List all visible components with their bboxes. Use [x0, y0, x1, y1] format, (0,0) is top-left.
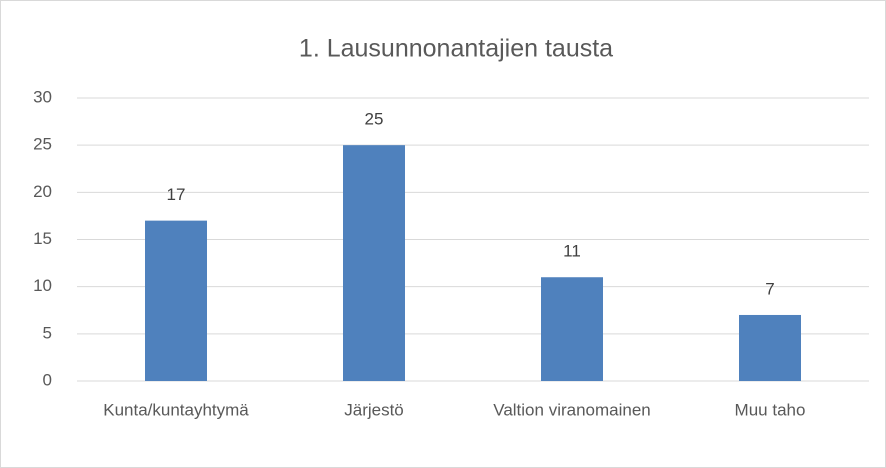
y-tick-label: 30 [33, 87, 52, 106]
y-tick-label: 20 [33, 182, 52, 201]
y-tick-label: 5 [43, 323, 52, 342]
bar [541, 277, 603, 381]
data-label: 7 [765, 279, 774, 298]
y-tick-label: 0 [43, 370, 52, 389]
bar [739, 314, 801, 381]
data-label: 25 [365, 110, 384, 129]
x-tick-label: Järjestö [344, 400, 404, 419]
data-label: 11 [563, 242, 581, 261]
bar [343, 145, 405, 381]
data-label: 17 [167, 185, 186, 204]
bar [145, 220, 207, 381]
y-tick-label: 10 [33, 276, 52, 295]
y-tick-label: 15 [33, 229, 52, 248]
chart-title: 1. Lausunnonantajien tausta [299, 35, 613, 63]
x-tick-label: Muu taho [735, 400, 806, 419]
x-tick-label: Kunta/kuntayhtymä [103, 400, 249, 419]
y-tick-label: 25 [33, 135, 52, 154]
x-tick-label: Valtion viranomainen [493, 400, 651, 419]
